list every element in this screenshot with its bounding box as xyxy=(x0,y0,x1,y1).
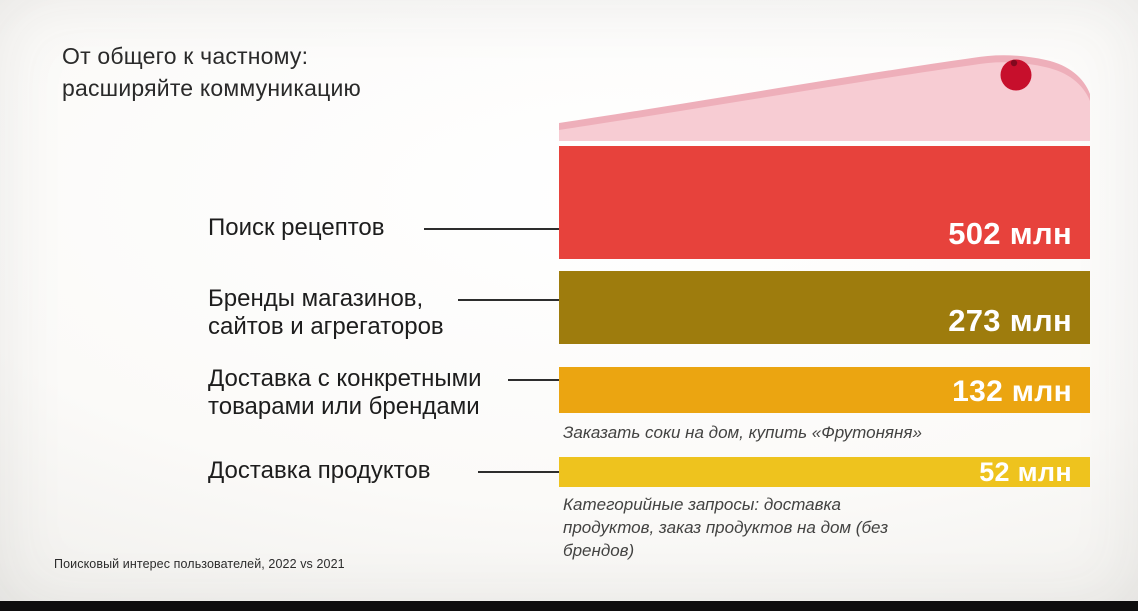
value-label: 273 млн xyxy=(948,303,1072,338)
cake-slice-illustration xyxy=(559,55,1090,141)
value-bar-recipe-search: 502 млн xyxy=(559,146,1090,259)
category-label-store-brands: Бренды магазинов, сайтов и агрегаторов xyxy=(208,285,444,340)
bar-caption: Заказать соки на дом, купить «Фрутоняня» xyxy=(563,423,922,442)
bar-caption: Категорийные запросы: доставка продуктов… xyxy=(563,495,889,560)
category-label-recipe-search: Поиск рецептов xyxy=(208,214,385,241)
connector-line xyxy=(508,379,559,381)
page-title: От общего к частному: расширяйте коммуни… xyxy=(62,40,361,104)
connector-line xyxy=(478,471,559,473)
value-label: 502 млн xyxy=(948,216,1072,251)
footnote: Поисковый интерес пользователей, 2022 vs… xyxy=(54,557,345,571)
page-title-line-1: От общего к частному: xyxy=(62,43,309,69)
value-bar-grocery-delivery: 52 млн xyxy=(559,457,1090,487)
value-label: 132 млн xyxy=(952,375,1072,408)
value-bar-specific-products-delivery: 132 млн xyxy=(559,367,1090,413)
cherry-icon xyxy=(1000,59,1032,91)
page-title-line-2: расширяйте коммуникацию xyxy=(62,75,361,101)
category-label-specific-products-delivery: Доставка с конкретными товарами или брен… xyxy=(208,365,482,420)
value-bar-store-brands: 273 млн xyxy=(559,271,1090,344)
connector-line xyxy=(458,299,559,301)
screen-bottom-edge xyxy=(0,601,1138,611)
frosting-body xyxy=(559,62,1090,141)
category-label-grocery-delivery: Доставка продуктов xyxy=(208,457,431,484)
value-label: 52 млн xyxy=(979,457,1072,487)
connector-line xyxy=(424,228,559,230)
